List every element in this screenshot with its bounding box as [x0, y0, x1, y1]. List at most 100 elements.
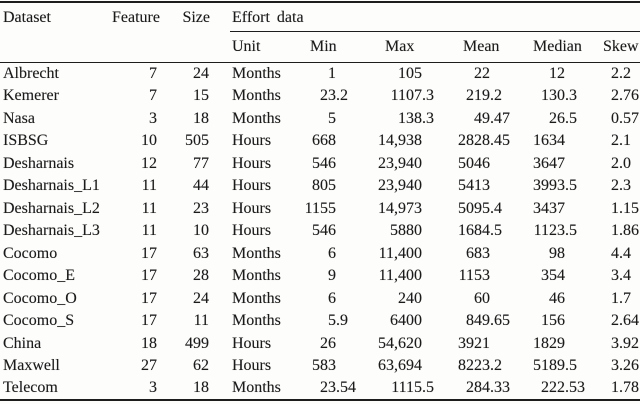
col-header-min: Min — [290, 32, 340, 63]
cell-median: 1829 — [495, 333, 567, 356]
cell-max: 11,400 — [340, 243, 425, 266]
value-fraction-part: .5 — [565, 109, 577, 127]
cell-dataset: Nasa — [3, 109, 35, 127]
cell-unit: Hours — [232, 177, 272, 195]
value-integer-part: 5046 — [458, 154, 490, 172]
value-integer-part: 3 — [611, 267, 619, 285]
value-integer-part: 8223 — [458, 357, 490, 375]
cell-feature: 7 — [112, 85, 158, 108]
value-fraction-part: .57 — [619, 109, 639, 127]
cell-max: 11,400 — [340, 265, 425, 288]
table-row: Cocomo 17 63 Months 6 11,400 683 98 4.4 — [0, 243, 640, 266]
cell-feature: 11 — [112, 220, 158, 243]
value-integer-part: 2 — [611, 132, 619, 150]
col-header-size: Size — [182, 8, 210, 26]
cell-skew: 3.92 — [567, 333, 640, 356]
value-fraction-part: .9 — [336, 312, 348, 330]
value-integer-part: 98 — [549, 244, 565, 262]
cell-max: 6400 — [340, 310, 425, 333]
value-integer-part: 49 — [474, 109, 490, 127]
cell-median: 156 — [495, 310, 567, 333]
col-header-median: Median — [495, 32, 582, 63]
value-integer-part: 240 — [398, 289, 422, 307]
cell-mean: 683 — [425, 243, 495, 266]
cell-max: 54,620 — [340, 333, 425, 356]
value-integer-part: 849 — [466, 312, 490, 330]
cell-feature: 10 — [112, 130, 158, 153]
value-integer-part: 3993 — [533, 177, 565, 195]
value-integer-part: 130 — [541, 87, 565, 105]
cell-median: 3437 — [495, 198, 567, 221]
table-row: Desharnais_L2 11 23 Hours 1155 14,973 5095.4 34… — [0, 198, 640, 221]
cell-unit: Months — [232, 289, 281, 307]
cell-unit: Months — [232, 312, 281, 330]
value-integer-part: 5 — [328, 109, 336, 127]
cell-mean: 5095.4 — [425, 198, 502, 221]
cell-mean: 60 — [425, 288, 495, 311]
value-fraction-part: .26 — [619, 357, 639, 375]
cell-dataset: Albrecht — [3, 65, 59, 82]
value-integer-part: 2 — [611, 154, 619, 172]
cell-dataset: Desharnais_L3 — [3, 222, 100, 240]
cell-feature: 17 — [112, 310, 158, 333]
cell-unit: Months — [232, 267, 281, 285]
cell-size: 63 — [158, 243, 210, 266]
value-fraction-part: .92 — [619, 334, 639, 352]
value-integer-part: 1 — [611, 289, 619, 307]
value-integer-part: 156 — [541, 312, 565, 330]
value-integer-part: 219 — [466, 87, 490, 105]
value-integer-part: 26 — [549, 109, 565, 127]
cell-min: 668 — [290, 130, 340, 153]
table-header: Dataset Feature Size Effort data Unit Mi… — [0, 2, 640, 63]
value-fraction-part: .2 — [336, 87, 348, 105]
value-integer-part: 668 — [312, 132, 336, 150]
value-integer-part: 14,973 — [378, 199, 422, 217]
value-integer-part: 6 — [328, 289, 336, 307]
table-row: Cocomo_O 17 24 Months 6 240 60 46 1.7 — [0, 288, 640, 311]
cell-size: 62 — [158, 355, 210, 378]
value-integer-part: 17 — [141, 267, 157, 285]
cell-unit: Months — [232, 379, 281, 397]
cell-unit: Months — [232, 244, 281, 262]
value-integer-part: 1123 — [533, 222, 565, 240]
value-integer-part: 5095 — [458, 199, 490, 217]
cell-dataset: Desharnais — [3, 154, 75, 172]
value-integer-part: 3921 — [458, 334, 490, 352]
cell-median: 3993.5 — [495, 175, 577, 198]
cell-size: 28 — [158, 265, 210, 288]
value-integer-part: 7 — [149, 87, 157, 105]
value-integer-part: 1829 — [533, 334, 565, 352]
cell-unit: Hours — [232, 132, 272, 150]
cell-dataset: Cocomo_E — [3, 267, 75, 285]
table-row: Cocomo_E 17 28 Months 9 11,400 1153 354 3.4 — [0, 265, 640, 288]
cell-feature: 11 — [112, 175, 158, 198]
value-integer-part: 105 — [398, 65, 422, 82]
value-fraction-part: .33 — [490, 379, 510, 397]
value-integer-part: 3437 — [533, 199, 565, 217]
cell-dataset: Cocomo_O — [3, 289, 77, 307]
cell-size: 44 — [158, 175, 210, 198]
value-integer-part: 18 — [193, 109, 209, 127]
cell-dataset: China — [3, 334, 42, 352]
cell-dataset: Telecom — [3, 379, 58, 397]
cell-min: 5 — [290, 108, 340, 131]
value-fraction-part: .3 — [619, 177, 631, 195]
value-integer-part: 12 — [549, 65, 565, 82]
value-integer-part: 546 — [312, 154, 336, 172]
value-integer-part: 63,694 — [378, 357, 422, 375]
cell-feature: 27 — [112, 355, 158, 378]
col-header-dataset: Dataset — [3, 8, 51, 26]
cell-size: 499 — [158, 333, 210, 356]
cell-size: 15 — [158, 85, 210, 108]
value-integer-part: 3 — [149, 379, 157, 397]
value-integer-part: 23 — [193, 199, 209, 217]
table-body: Albrecht 7 24 Months 1 105 22 12 2.2 Kemerer 7 15 Mo… — [0, 63, 640, 401]
value-integer-part: 22 — [474, 65, 490, 82]
value-integer-part: 12 — [141, 154, 157, 172]
table-row: Kemerer 7 15 Months 23.2 1107.3 219.2 130.3 2.76 — [0, 85, 640, 108]
value-integer-part: 44 — [193, 177, 209, 195]
cell-size: 23 — [158, 198, 210, 221]
value-integer-part: 354 — [541, 267, 565, 285]
value-integer-part: 9 — [328, 267, 336, 285]
